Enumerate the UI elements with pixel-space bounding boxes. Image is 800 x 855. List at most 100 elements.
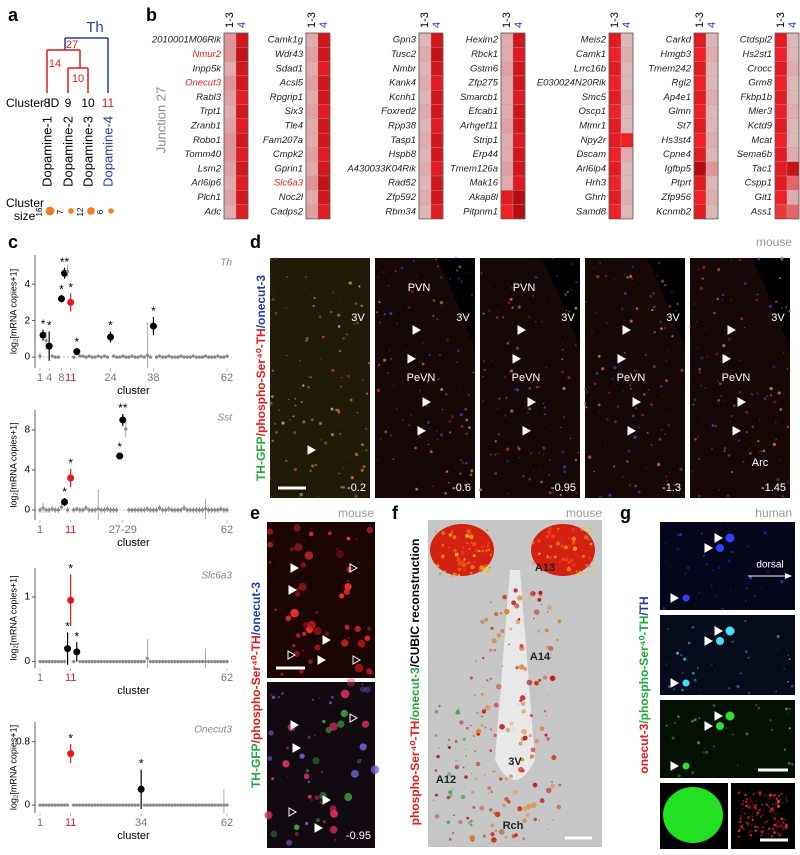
tissue-signal [748, 451, 752, 455]
tissue-signal [766, 570, 770, 574]
gene-name: Camk1 [576, 49, 606, 60]
data-point [38, 354, 42, 358]
data-point [213, 659, 217, 664]
tissue-signal [760, 450, 763, 452]
tissue-signal [312, 304, 315, 308]
heat-cell [512, 132, 526, 148]
tissue-signal [468, 548, 471, 550]
tissue-signal [576, 492, 578, 494]
tissue-signal [393, 384, 395, 386]
tissue-signal [605, 417, 609, 422]
tissue-signal [767, 801, 769, 802]
tissue-signal [585, 563, 589, 567]
tissue-signal [331, 695, 334, 699]
tissue-signal [770, 809, 772, 811]
tissue-signal [304, 551, 314, 560]
heat-cell [786, 204, 800, 220]
data-point [99, 355, 103, 359]
arrowhead [704, 543, 714, 553]
heat-cell [317, 90, 331, 105]
tissue-signal [543, 406, 547, 409]
tissue-signal [720, 361, 722, 363]
tissue-signal [744, 793, 747, 797]
tissue-signal [377, 459, 379, 461]
data-point [161, 508, 165, 512]
data-point [194, 508, 198, 512]
tissue-signal [605, 322, 608, 324]
tissue-signal [763, 826, 765, 828]
data-point [102, 659, 106, 664]
tissue-signal [446, 744, 449, 747]
tissue-signal [751, 818, 754, 821]
tissue-signal [669, 472, 671, 474]
data-point [139, 659, 143, 664]
tissue-signal [539, 726, 545, 731]
tissue-signal [574, 280, 578, 284]
tissue-signal [538, 678, 542, 682]
tissue-signal [513, 588, 518, 593]
tissue-signal [332, 291, 335, 294]
data-point [56, 508, 60, 512]
data-point [133, 803, 137, 807]
tissue-signal [437, 377, 440, 381]
tissue-signal [509, 297, 513, 301]
gene-name: Plch1 [197, 192, 221, 203]
tissue-signal [551, 257, 554, 260]
tissue-signal [464, 775, 468, 779]
heat-cell [705, 175, 719, 191]
tissue-signal [714, 594, 718, 597]
tissue-signal [705, 750, 709, 754]
tissue-signal [665, 360, 667, 362]
plot-marks [38, 744, 229, 813]
tissue-signal [746, 816, 750, 819]
gene-name: Ap4e1 [663, 92, 691, 103]
heat-cell [418, 132, 432, 148]
heat-cell [418, 190, 432, 205]
heat-cell [608, 104, 622, 119]
tissue-signal [700, 356, 704, 360]
tissue-signal [674, 484, 677, 487]
data-point [99, 803, 103, 807]
cell-body [663, 787, 723, 843]
tissue-signal [571, 536, 577, 542]
arrowhead [517, 325, 527, 335]
heat-cell [620, 175, 634, 191]
tissue-signal [756, 826, 759, 829]
tissue-signal [737, 764, 739, 767]
tissue-signal [517, 806, 523, 812]
tissue-signal [730, 414, 733, 418]
data-point [72, 508, 76, 512]
tissue-signal [777, 804, 781, 808]
tissue-signal [305, 339, 308, 342]
tissue-signal [650, 443, 653, 446]
data-point [210, 355, 214, 359]
tissue-signal [470, 564, 474, 569]
tissue-signal [769, 387, 773, 391]
label-part: /phospho-Ser⁴⁰-TH [637, 616, 651, 724]
tissue-signal [499, 723, 505, 730]
tissue-signal [698, 370, 702, 374]
data-point [47, 659, 51, 664]
heat-cell [608, 32, 622, 48]
tissue-signal [533, 609, 540, 615]
tissue-signal [726, 727, 728, 729]
gene-name: Arhgef11 [459, 120, 498, 131]
tissue-signal [456, 557, 461, 562]
tissue-signal [335, 550, 344, 559]
gene-name: Inpp5k [192, 63, 222, 74]
tissue-signal [513, 729, 515, 731]
tissue-signal [698, 367, 701, 371]
tissue-signal [425, 374, 428, 377]
data-point [124, 427, 128, 431]
cell [716, 637, 724, 645]
data-point [93, 355, 97, 359]
gene-name: Six3 [285, 106, 304, 117]
tissue-signal [653, 331, 656, 334]
cluster-id: 9 [65, 96, 72, 110]
tissue-signal [536, 555, 538, 557]
y-tick-label: 8 [24, 425, 30, 436]
tissue-signal [691, 771, 695, 774]
tissue-signal [573, 562, 576, 566]
tissue-signal [702, 419, 704, 421]
tissue-signal [784, 796, 788, 800]
